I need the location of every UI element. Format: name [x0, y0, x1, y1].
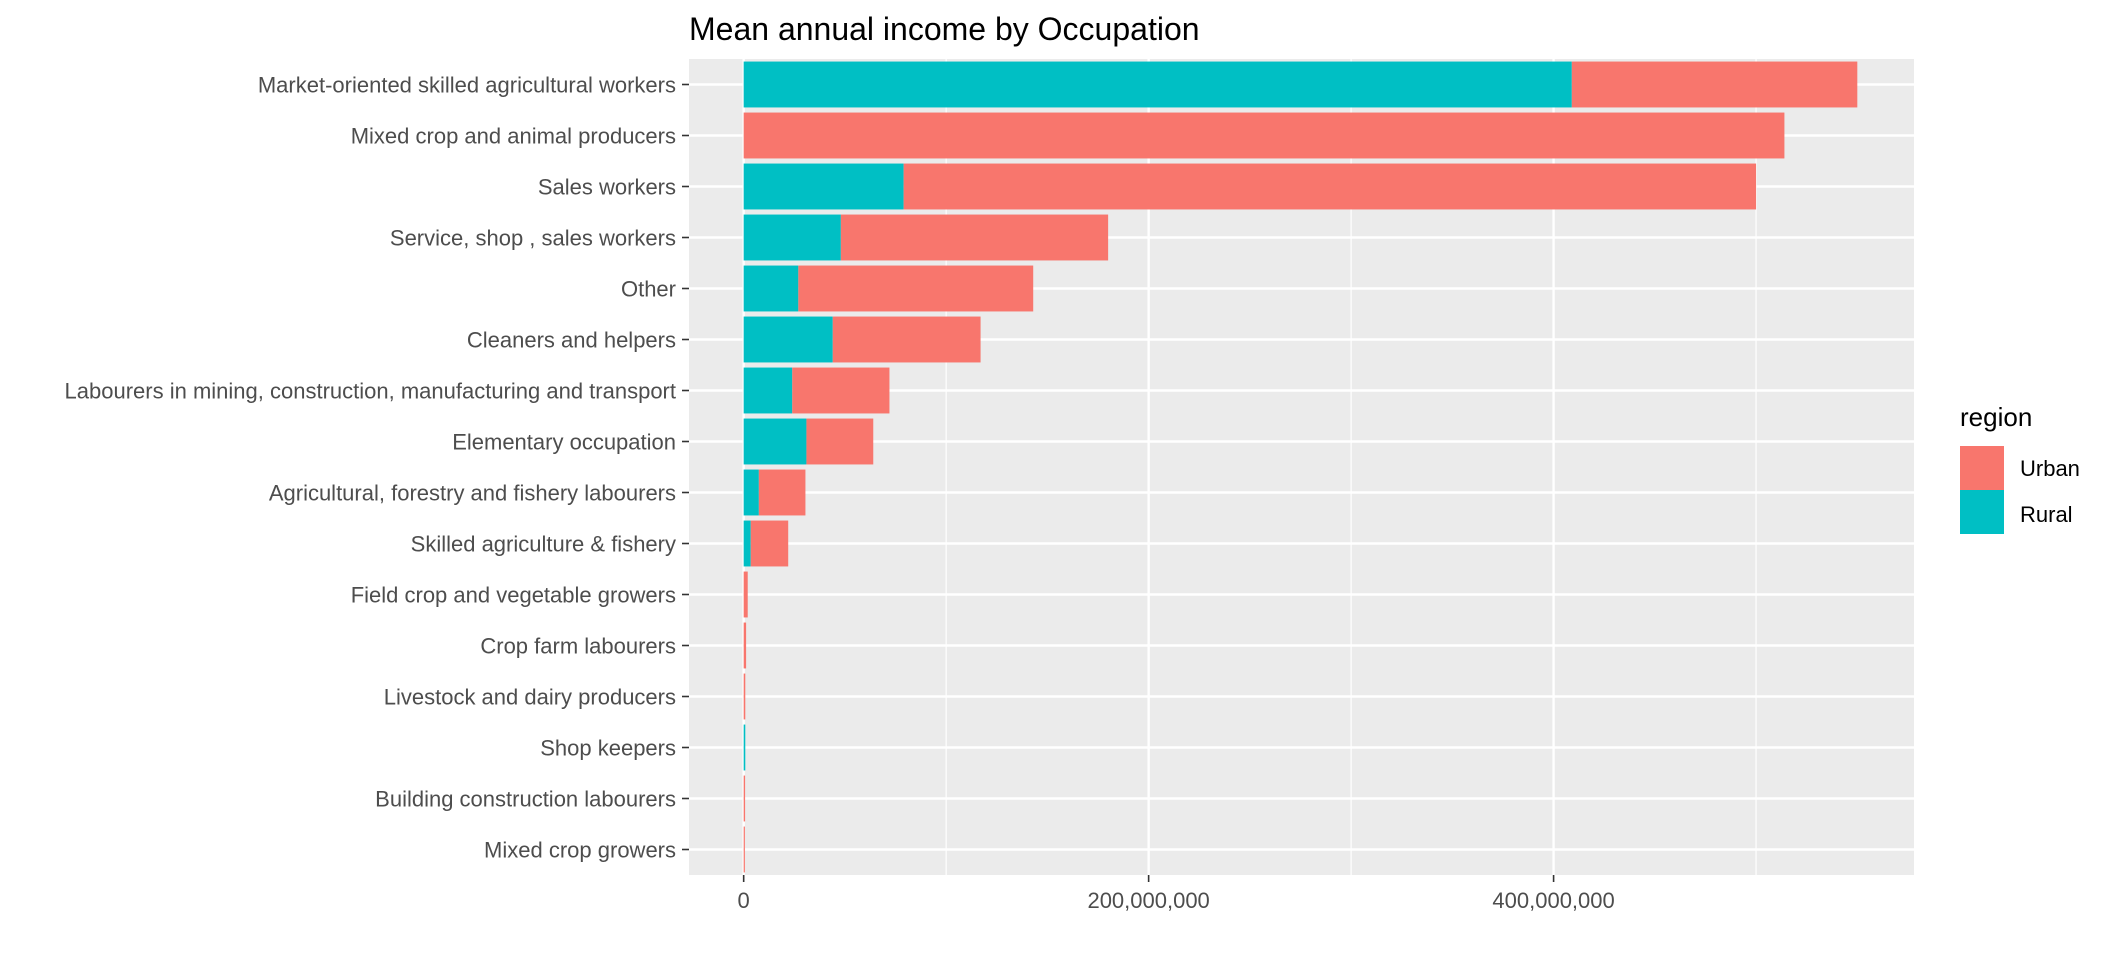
bar-urban — [832, 316, 981, 363]
legend-label-rural: Rural — [2020, 502, 2073, 527]
legend: region Urban Rural — [1960, 402, 2080, 534]
y-axis: Market-oriented skilled agricultural wor… — [65, 73, 689, 863]
bar-rural — [743, 265, 799, 312]
chart-title: Mean annual income by Occupation — [689, 11, 1200, 47]
bar-urban — [743, 622, 747, 669]
bar-rural — [743, 367, 793, 414]
x-tick-label: 400,000,000 — [1492, 888, 1614, 913]
y-tick-label: Other — [621, 277, 676, 302]
y-tick-label: Labourers in mining, construction, manuf… — [65, 379, 676, 404]
y-tick-label: Crop farm labourers — [480, 634, 676, 659]
bar-urban — [743, 571, 748, 618]
y-tick-label: Service, shop , sales workers — [390, 226, 676, 251]
legend-key-urban — [1960, 446, 2004, 490]
legend-key-rural — [1960, 490, 2004, 534]
bar-urban — [750, 520, 789, 567]
bar-urban — [798, 265, 1034, 312]
x-tick-label: 0 — [738, 888, 750, 913]
y-tick-label: Mixed crop growers — [484, 838, 676, 863]
bar-rural — [743, 520, 751, 567]
bar-rural — [743, 316, 833, 363]
bar-urban — [743, 673, 746, 720]
y-tick-label: Sales workers — [538, 175, 676, 200]
y-tick-label: Cleaners and helpers — [467, 328, 676, 353]
legend-label-urban: Urban — [2020, 456, 2080, 481]
bar-urban — [743, 112, 1785, 159]
bar-urban — [806, 418, 874, 465]
bar-urban — [758, 469, 806, 516]
bar-rural — [743, 214, 841, 261]
y-tick-label: Livestock and dairy producers — [384, 685, 676, 710]
bars — [743, 61, 1858, 873]
bar-rural — [743, 469, 759, 516]
y-tick-label: Field crop and vegetable growers — [351, 583, 676, 608]
y-tick-label: Skilled agriculture & fishery — [411, 532, 676, 557]
x-tick-label: 200,000,000 — [1087, 888, 1209, 913]
bar-rural — [743, 418, 807, 465]
bar-urban — [743, 775, 746, 822]
y-tick-label: Agricultural, forestry and fishery labou… — [269, 481, 676, 506]
bar-urban — [903, 163, 1757, 210]
bar-rural — [743, 61, 1572, 108]
y-tick-label: Market-oriented skilled agricultural wor… — [258, 73, 676, 98]
legend-title: region — [1960, 402, 2032, 432]
bar-rural — [743, 724, 746, 771]
x-axis: 0 200,000,000 400,000,000 — [738, 875, 1615, 913]
bar-urban — [840, 214, 1109, 261]
bar-urban — [792, 367, 890, 414]
y-tick-label: Mixed crop and animal producers — [351, 124, 676, 149]
bar-rural — [743, 163, 904, 210]
y-tick-label: Shop keepers — [540, 736, 676, 761]
y-tick-label: Building construction labourers — [375, 787, 676, 812]
y-tick-label: Elementary occupation — [452, 430, 676, 455]
bar-urban — [743, 826, 745, 873]
bar-urban — [1571, 61, 1858, 108]
